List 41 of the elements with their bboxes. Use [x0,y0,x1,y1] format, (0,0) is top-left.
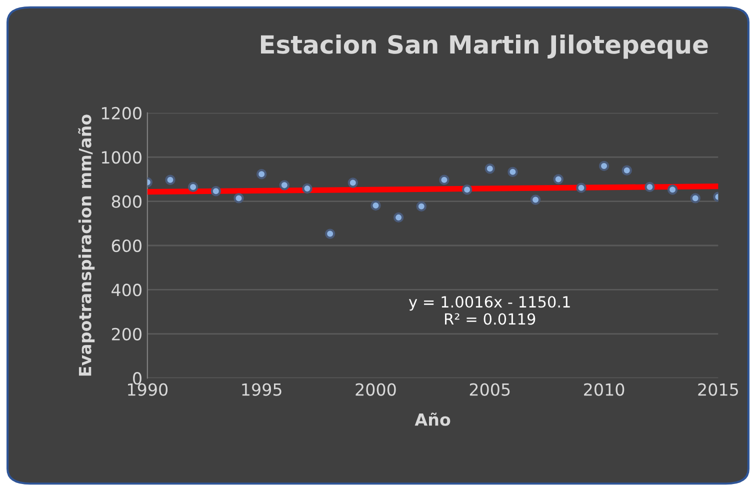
x-tick-label: 1995 [242,383,282,396]
y-tick-label: 1200 [102,106,142,120]
point [553,174,564,184]
y-tick-label: 0 [133,372,142,385]
point [302,183,312,194]
y-tick-label: 600 [112,239,142,252]
point [439,174,450,185]
point [598,160,610,172]
point [279,180,290,190]
point [256,169,267,180]
point [210,186,222,196]
point [484,164,495,174]
chart-title: Estacion San Martin Jilotepeque [260,34,708,59]
point [576,182,586,193]
point [622,165,632,176]
y-tick-label: 800 [112,195,142,208]
point [165,174,176,185]
point [324,228,336,239]
x-tick-label: 1990 [128,383,168,396]
point [234,193,244,204]
y-tick-label: 200 [112,328,142,340]
x-tick-label: 2010 [584,383,624,396]
x-tick-label: 2015 [698,383,738,396]
x-tick-label: 2005 [470,383,510,396]
y-axis-title: Evapotranspiracion mm/año [78,114,95,376]
point [393,212,404,223]
y-tick-label: 1000 [102,151,142,164]
point [462,184,472,195]
point [416,201,426,212]
point [508,166,518,178]
point [667,184,678,195]
point [370,200,381,211]
x-axis-title: Año [414,412,450,426]
point [644,182,655,192]
point [530,194,541,205]
point [348,178,358,188]
annotation: y = 1.0016x - 1150.1 R² = 0.0119 [408,296,570,325]
x-tick-label: 2000 [356,383,396,396]
point [188,182,198,192]
point [690,193,700,204]
y-tick-label: 400 [112,284,142,296]
